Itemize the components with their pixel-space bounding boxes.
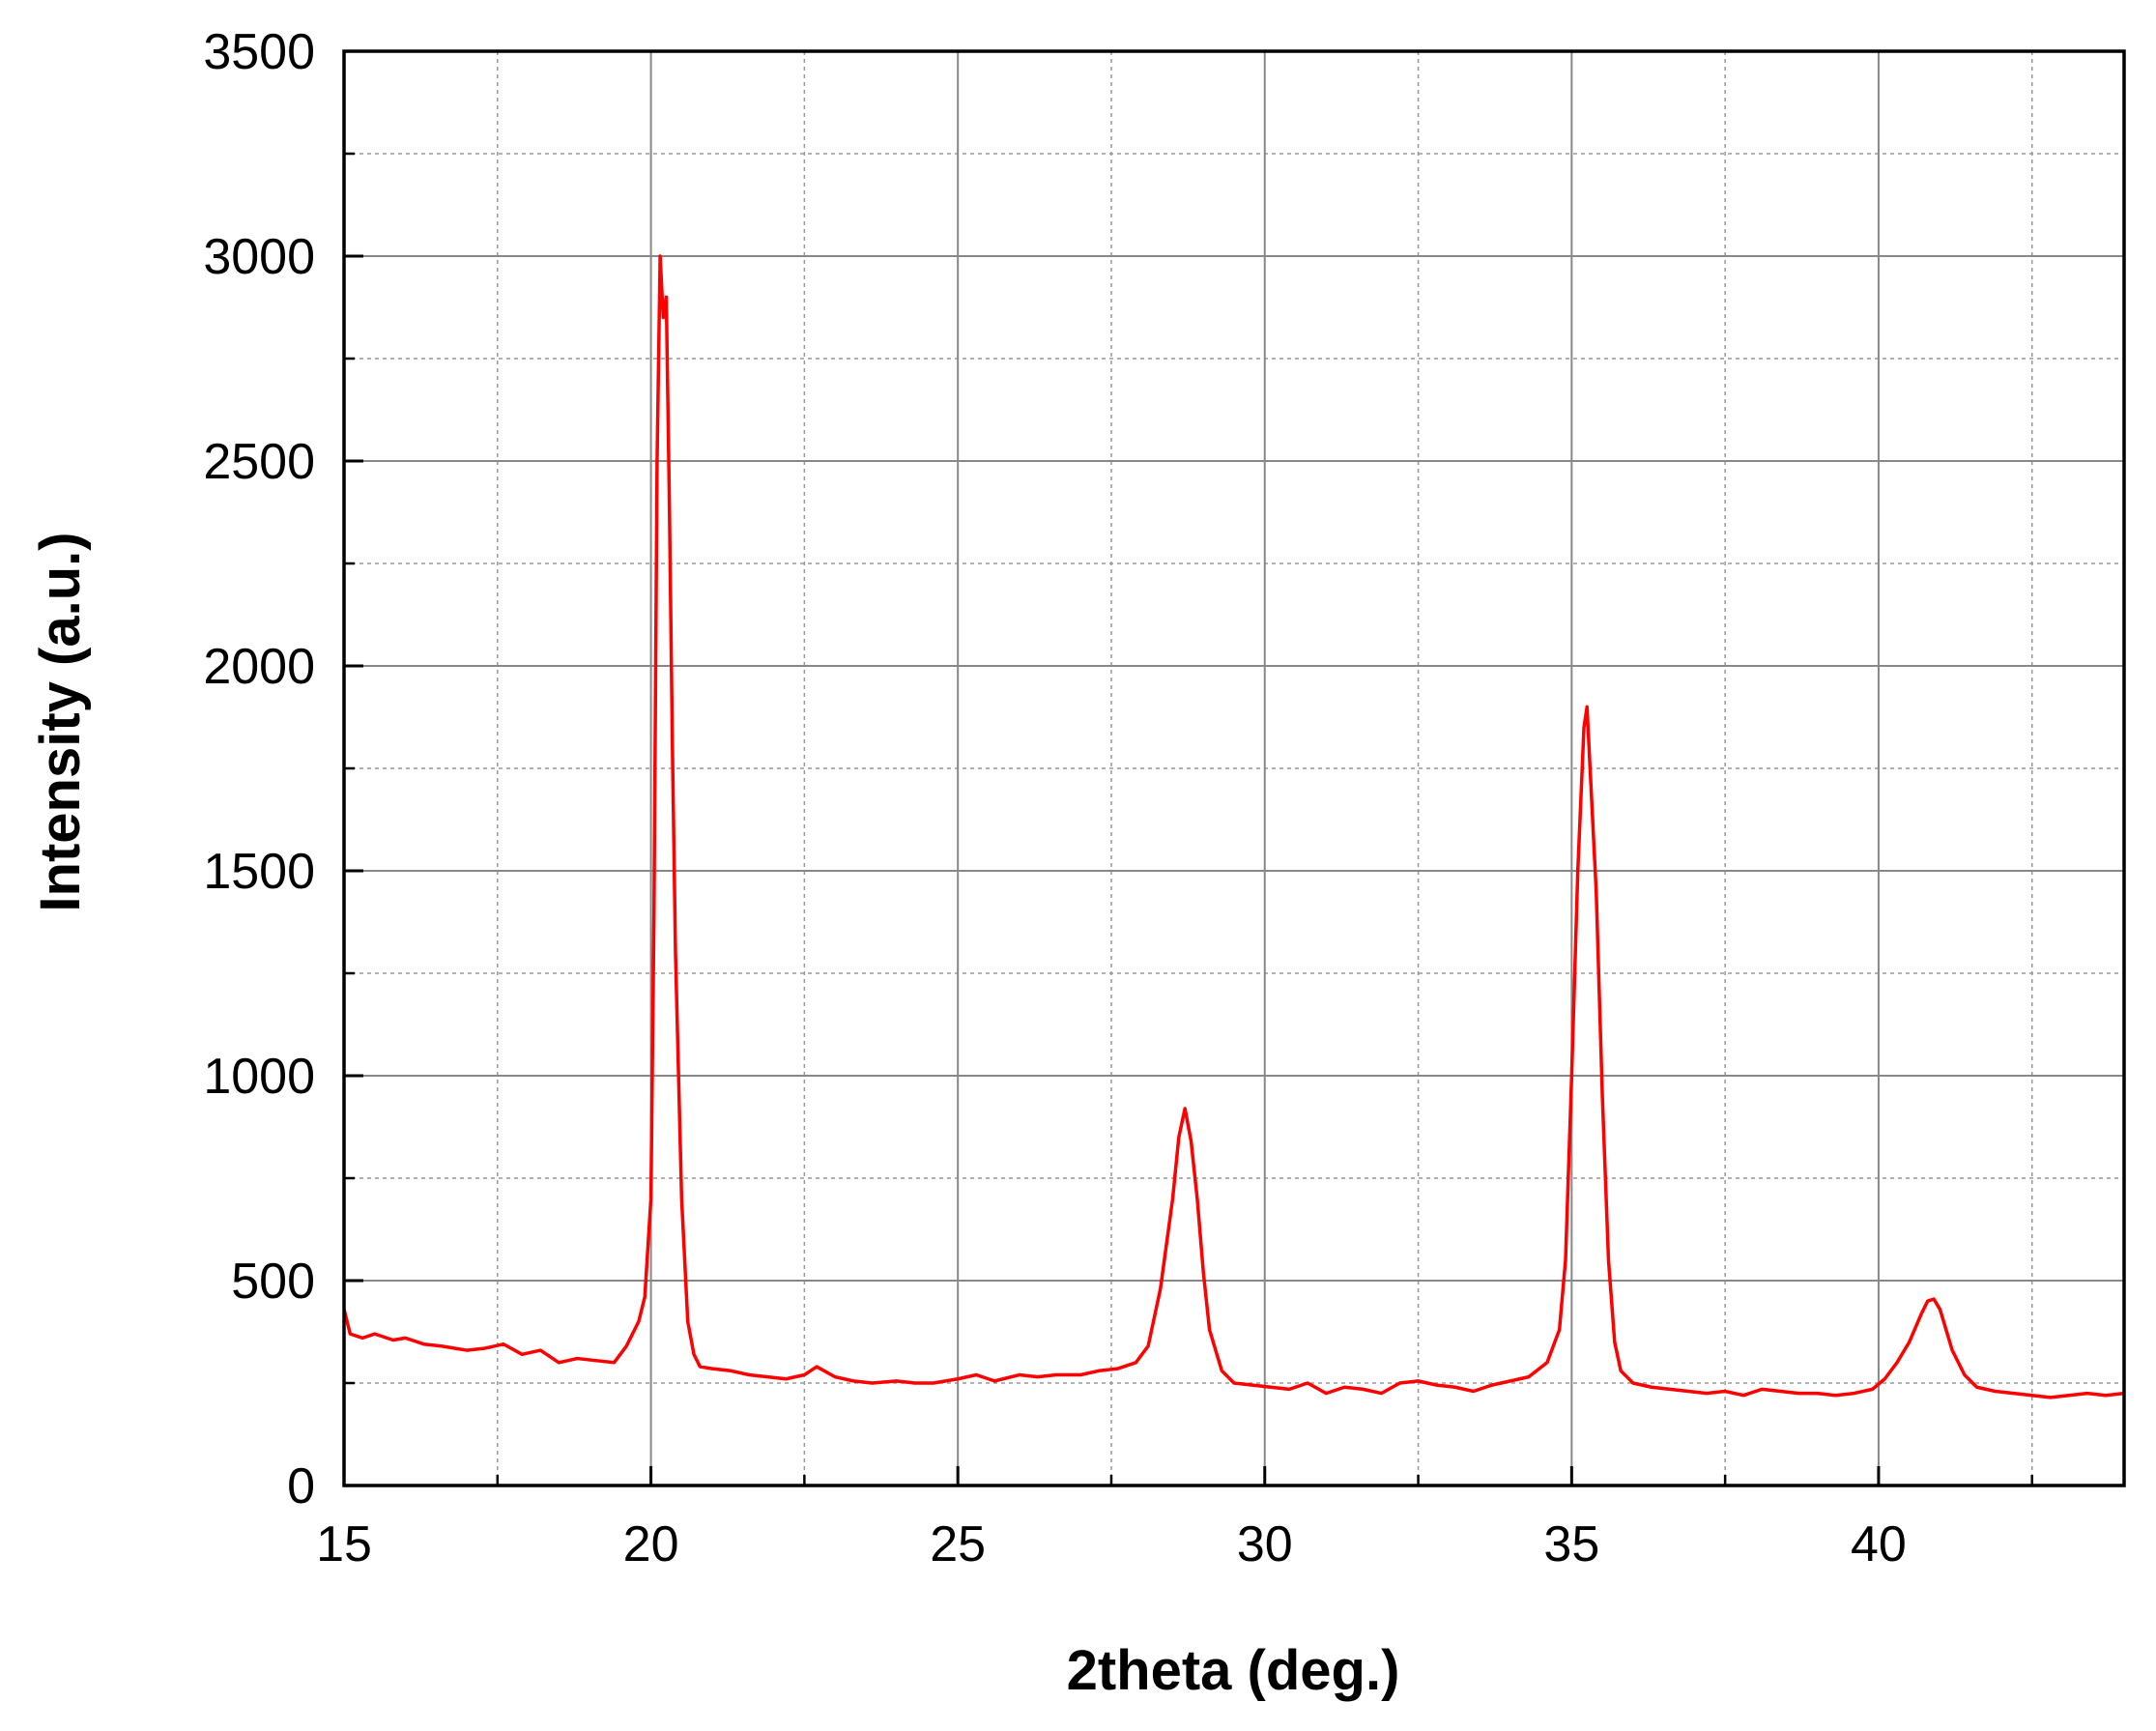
x-tick-label: 40 bbox=[1851, 1516, 1907, 1572]
y-tick-label: 0 bbox=[287, 1458, 315, 1515]
y-tick-label: 1500 bbox=[203, 844, 315, 900]
data-line bbox=[342, 254, 2125, 1399]
x-tick-label: 30 bbox=[1237, 1516, 1293, 1572]
x-tick-label: 15 bbox=[316, 1516, 372, 1572]
y-tick-label: 2000 bbox=[203, 639, 315, 695]
x-tick-label: 25 bbox=[930, 1516, 986, 1572]
y-tick-label: 500 bbox=[231, 1254, 315, 1310]
y-tick-label: 2500 bbox=[203, 434, 315, 490]
plot-frame bbox=[342, 49, 2126, 1487]
y-axis-title: Intensity (a.u.) bbox=[29, 532, 92, 911]
y-tick-label: 3500 bbox=[203, 24, 315, 80]
y-tick-label: 3000 bbox=[203, 229, 315, 285]
y-tick-label: 1000 bbox=[203, 1049, 315, 1105]
x-tick-label: 20 bbox=[623, 1516, 679, 1572]
x-tick-label: 35 bbox=[1543, 1516, 1599, 1572]
x-axis-title: 2theta (deg.) bbox=[1067, 1639, 1400, 1702]
